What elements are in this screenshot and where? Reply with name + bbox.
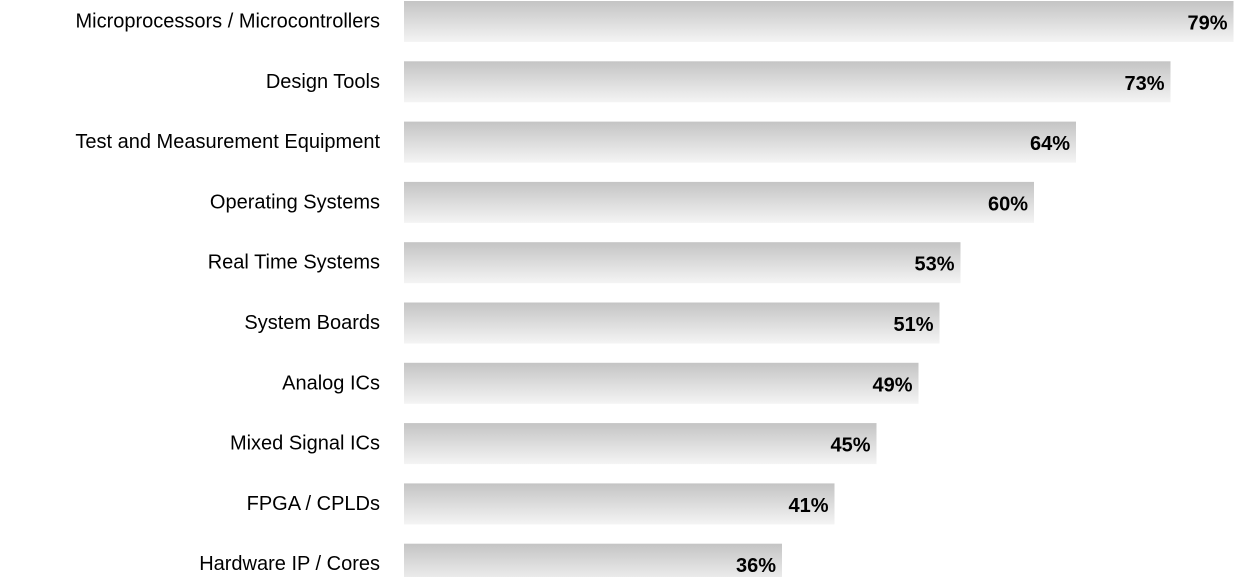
bar — [404, 1, 1234, 42]
bar — [404, 423, 877, 465]
value-label: 53% — [914, 254, 954, 276]
value-label: 60% — [988, 193, 1028, 215]
value-label: 51% — [893, 314, 933, 336]
bar — [404, 543, 782, 577]
value-label: 64% — [1030, 133, 1070, 155]
category-label: Mixed Signal ICs — [230, 433, 380, 455]
value-label: 41% — [788, 495, 828, 517]
category-label: Hardware IP / Cores — [199, 553, 380, 575]
category-label: Analog ICs — [282, 372, 380, 394]
bar — [404, 362, 919, 404]
category-label: FPGA / CPLDs — [247, 493, 380, 515]
category-labels-group: Microprocessors / Microcontrollers Design… — [75, 11, 380, 576]
value-label: 73% — [1124, 73, 1164, 95]
bar — [404, 302, 940, 344]
value-label: 79% — [1187, 13, 1227, 35]
bar — [404, 483, 835, 525]
category-label: System Boards — [244, 312, 380, 334]
bar — [404, 61, 1171, 103]
category-label: Test and Measurement Equipment — [75, 131, 380, 153]
value-label: 45% — [830, 435, 870, 457]
bar — [404, 181, 1034, 223]
category-label: Real Time Systems — [208, 252, 380, 274]
category-label: Design Tools — [266, 71, 380, 93]
bar — [404, 242, 961, 284]
category-label: Microprocessors / Microcontrollers — [75, 11, 380, 33]
category-label: Operating Systems — [210, 191, 380, 213]
bars-group — [404, 1, 1234, 577]
value-labels-group: 79% 73% 64% 60% 53% 51% 49% 45% 41% 36% — [736, 13, 1228, 577]
value-label: 49% — [872, 374, 912, 396]
value-label: 36% — [736, 555, 776, 577]
bar — [404, 121, 1076, 163]
